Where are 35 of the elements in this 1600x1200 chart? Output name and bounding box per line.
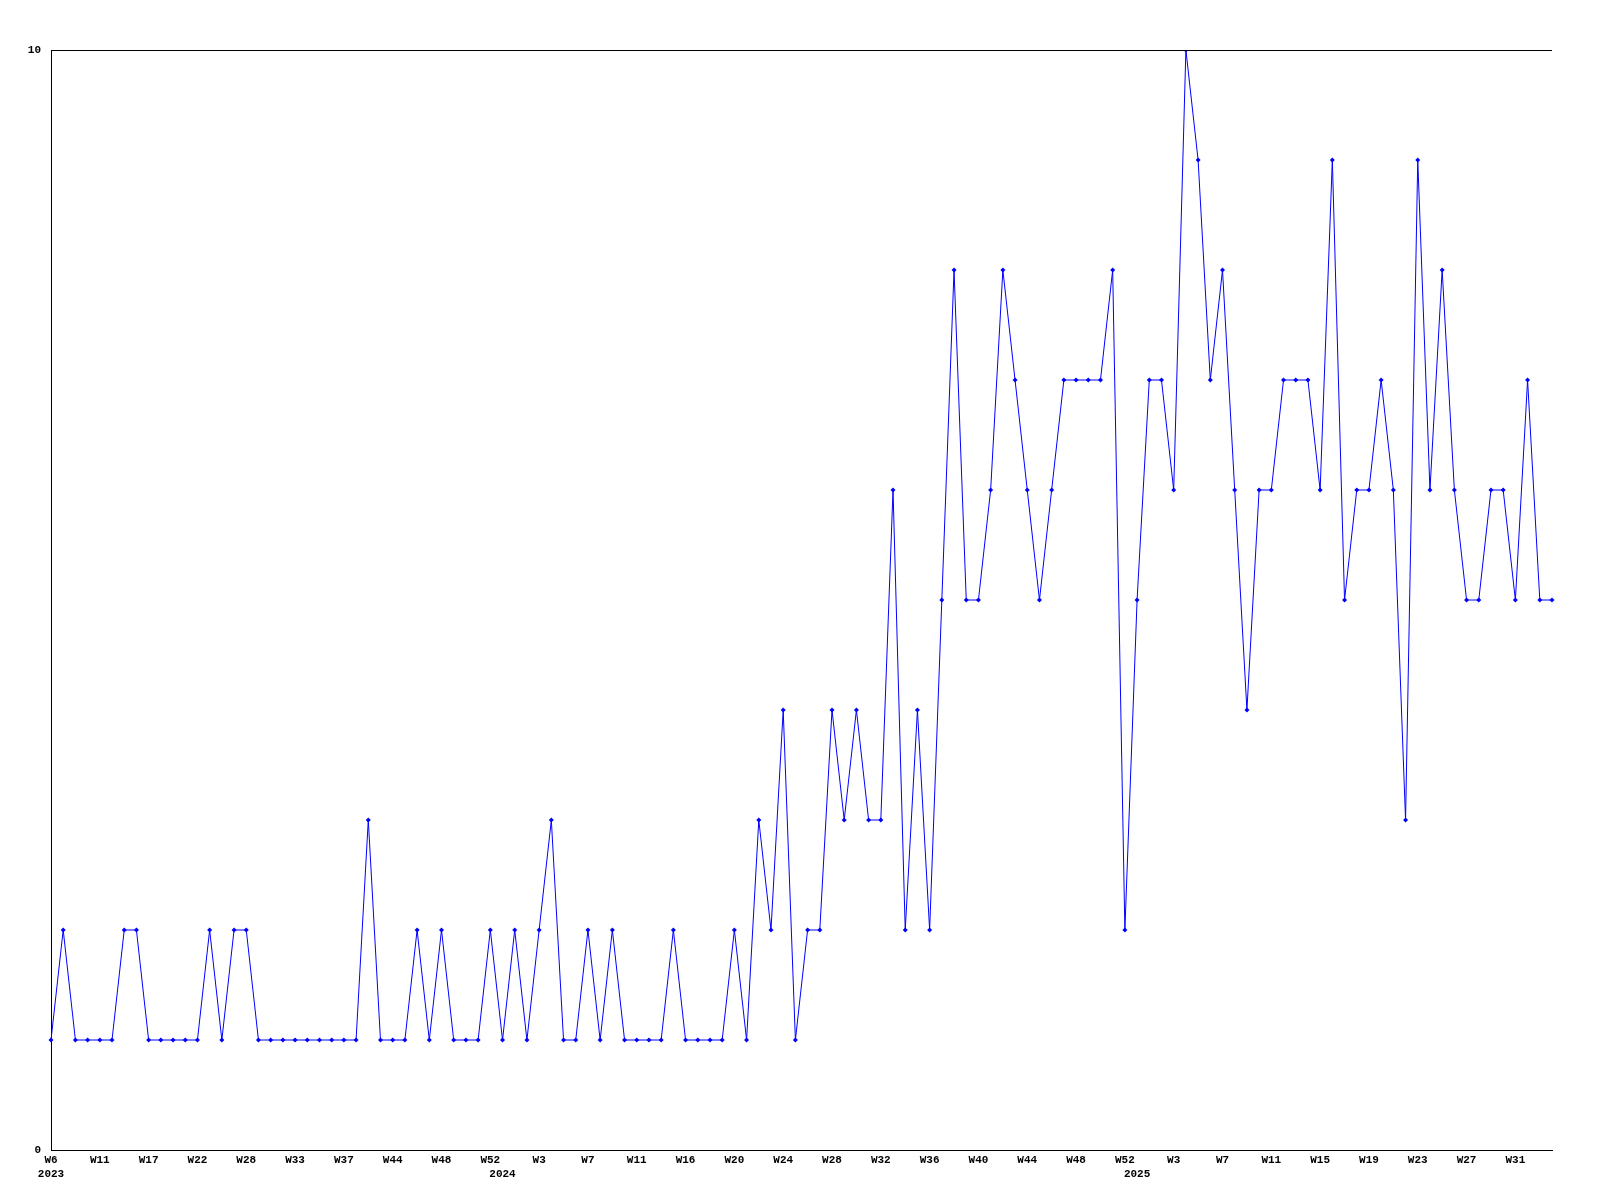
- y-tick-label: 10: [27, 43, 41, 56]
- x-tick-label: W44: [382, 1154, 403, 1167]
- x-tick-label: W48: [1066, 1154, 1087, 1167]
- x-tick-label: W17: [138, 1154, 159, 1167]
- x-tick-label: W7: [1215, 1154, 1230, 1167]
- x-tick-label: W28: [236, 1154, 257, 1167]
- x-tick-label: W52: [480, 1154, 501, 1167]
- x-tick-label: W32: [870, 1154, 891, 1167]
- x-tick-label: W52: [1114, 1154, 1135, 1167]
- x-tick-label: W11: [626, 1154, 648, 1167]
- x-tick-label: W24: [773, 1154, 794, 1167]
- x-tick-label: W23: [1407, 1154, 1429, 1167]
- x-tick-label: W7: [581, 1154, 595, 1167]
- x-tick-label: W19: [1359, 1154, 1379, 1167]
- x-tick-label: W3: [1167, 1154, 1181, 1167]
- y-tick-label: 0: [34, 1143, 41, 1156]
- x-tick-label: W37: [333, 1154, 354, 1167]
- x-tick-label: W3: [532, 1154, 547, 1167]
- x-tick-label: W11: [89, 1154, 111, 1167]
- x-tick-label: W22: [187, 1154, 208, 1167]
- x-tick-label: W11: [1261, 1154, 1282, 1167]
- x-tick-label: W33: [285, 1154, 306, 1167]
- x-tick-label: W20: [724, 1154, 745, 1167]
- x-tick-label: W36: [919, 1154, 940, 1167]
- x-tick-label: W44: [1017, 1154, 1038, 1167]
- x-tick-label: W27: [1456, 1154, 1477, 1167]
- x-tick-label: W40: [968, 1154, 989, 1167]
- x-tick-label: W48: [431, 1154, 452, 1167]
- x-tick-label: W28: [822, 1154, 843, 1167]
- x-tick-label: W16: [675, 1154, 696, 1167]
- x-tick-label: W31: [1505, 1154, 1526, 1167]
- x-tick-label: 2024: [489, 1167, 517, 1180]
- x-tick-label: 2025: [1123, 1167, 1151, 1180]
- x-tick-label: W15: [1310, 1154, 1331, 1167]
- x-tick-label: W6 2023: [37, 1154, 65, 1180]
